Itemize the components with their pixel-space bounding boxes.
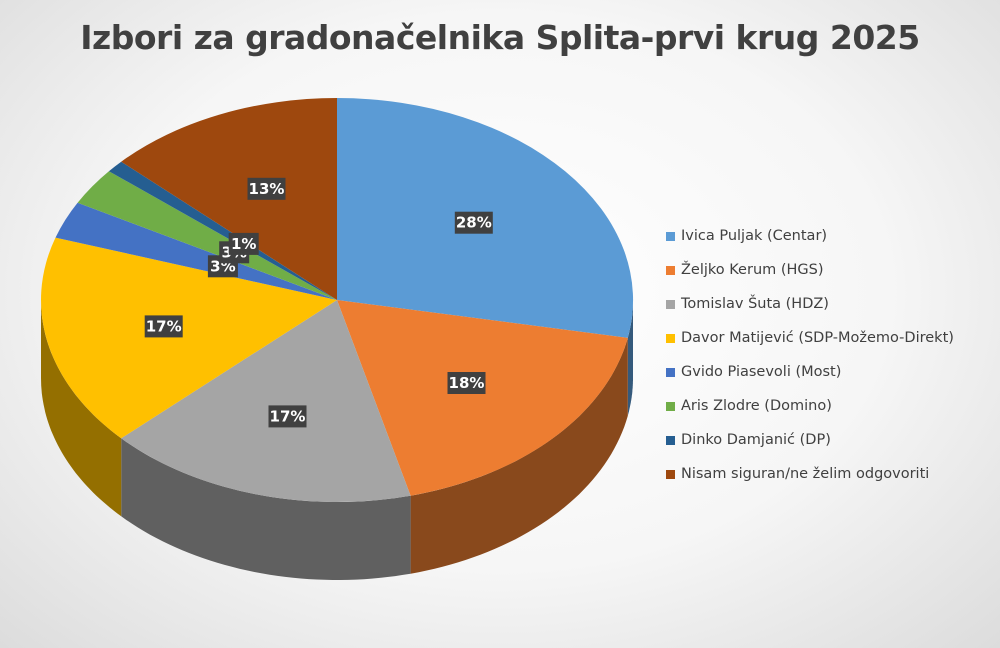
legend-item: Ivica Puljak (Centar) [666, 219, 954, 253]
legend-item: Davor Matijević (SDP-Možemo-Direkt) [666, 321, 954, 355]
legend: Ivica Puljak (Centar) Željko Kerum (HGS)… [666, 219, 954, 491]
data-label-text: 17% [270, 407, 306, 425]
legend-label: Ivica Puljak (Centar) [681, 228, 828, 244]
pie-slice-1 [337, 300, 628, 496]
legend-label: Željko Kerum (HGS) [681, 262, 824, 278]
pie-slice-7 [121, 97, 337, 300]
data-label-text: 18% [449, 374, 485, 392]
pie-data-label-7: 13% [247, 177, 286, 200]
legend-label: Nisam siguran/ne želim odgovoriti [681, 466, 930, 482]
pie-slices [41, 97, 634, 503]
legend-item: Željko Kerum (HGS) [666, 253, 954, 287]
pie-data-label-1: 18% [447, 372, 486, 394]
data-label-text: 28% [456, 214, 492, 232]
pie-data-labels: 28%18%17%17%3%3%1%13% [144, 177, 493, 428]
legend-item: Dinko Damjanić (DP) [666, 423, 954, 457]
data-label-box [268, 405, 307, 428]
pie-side-2 [121, 438, 411, 580]
legend-label: Aris Zlodre (Domino) [681, 398, 832, 414]
legend-label: Dinko Damjanić (DP) [681, 432, 831, 448]
pie-slice-3 [41, 237, 337, 439]
legend-item: Gvido Piasevoli (Most) [666, 355, 954, 389]
legend-item: Tomislav Šuta (HDZ) [666, 287, 954, 321]
data-label-text: 17% [146, 317, 182, 335]
pie-3d-sides [41, 300, 633, 580]
data-label-text: 13% [249, 180, 285, 198]
legend-swatch [666, 469, 675, 479]
data-label-box [144, 315, 183, 338]
legend-swatch [666, 333, 675, 343]
pie-slice-5 [77, 171, 337, 300]
legend-swatch [666, 367, 675, 377]
legend-swatch [666, 231, 675, 241]
legend-label: Tomislav Šuta (HDZ) [681, 296, 829, 312]
pie-side-3 [41, 300, 122, 517]
pie-data-label-3: 17% [144, 315, 183, 338]
legend-swatch [666, 435, 675, 445]
data-label-box [228, 232, 259, 255]
legend-swatch [666, 265, 675, 275]
legend-swatch [666, 401, 675, 411]
legend-item: Nisam siguran/ne želim odgovoriti [666, 457, 954, 491]
legend-item: Aris Zlodre (Domino) [666, 389, 954, 423]
chart-title: Izbori za gradonačelnika Splita-prvi kru… [80, 18, 920, 57]
legend-swatch [666, 299, 675, 309]
data-label-text: 1% [231, 235, 256, 253]
pie-data-label-0: 28% [454, 211, 493, 234]
data-label-box [447, 372, 486, 394]
legend-label: Davor Matijević (SDP-Možemo-Direkt) [681, 330, 954, 346]
legend-label: Gvido Piasevoli (Most) [681, 364, 842, 380]
data-label-box [247, 177, 286, 200]
pie-slice-4 [55, 202, 337, 300]
pie-data-label-6: 1% [228, 232, 259, 255]
pie-side-1 [410, 337, 628, 574]
pie-side-0 [627, 300, 633, 416]
data-label-box [454, 211, 493, 234]
pie-slice-2 [121, 300, 411, 503]
pie-data-label-2: 17% [268, 405, 307, 428]
pie-slice-6 [108, 161, 338, 300]
